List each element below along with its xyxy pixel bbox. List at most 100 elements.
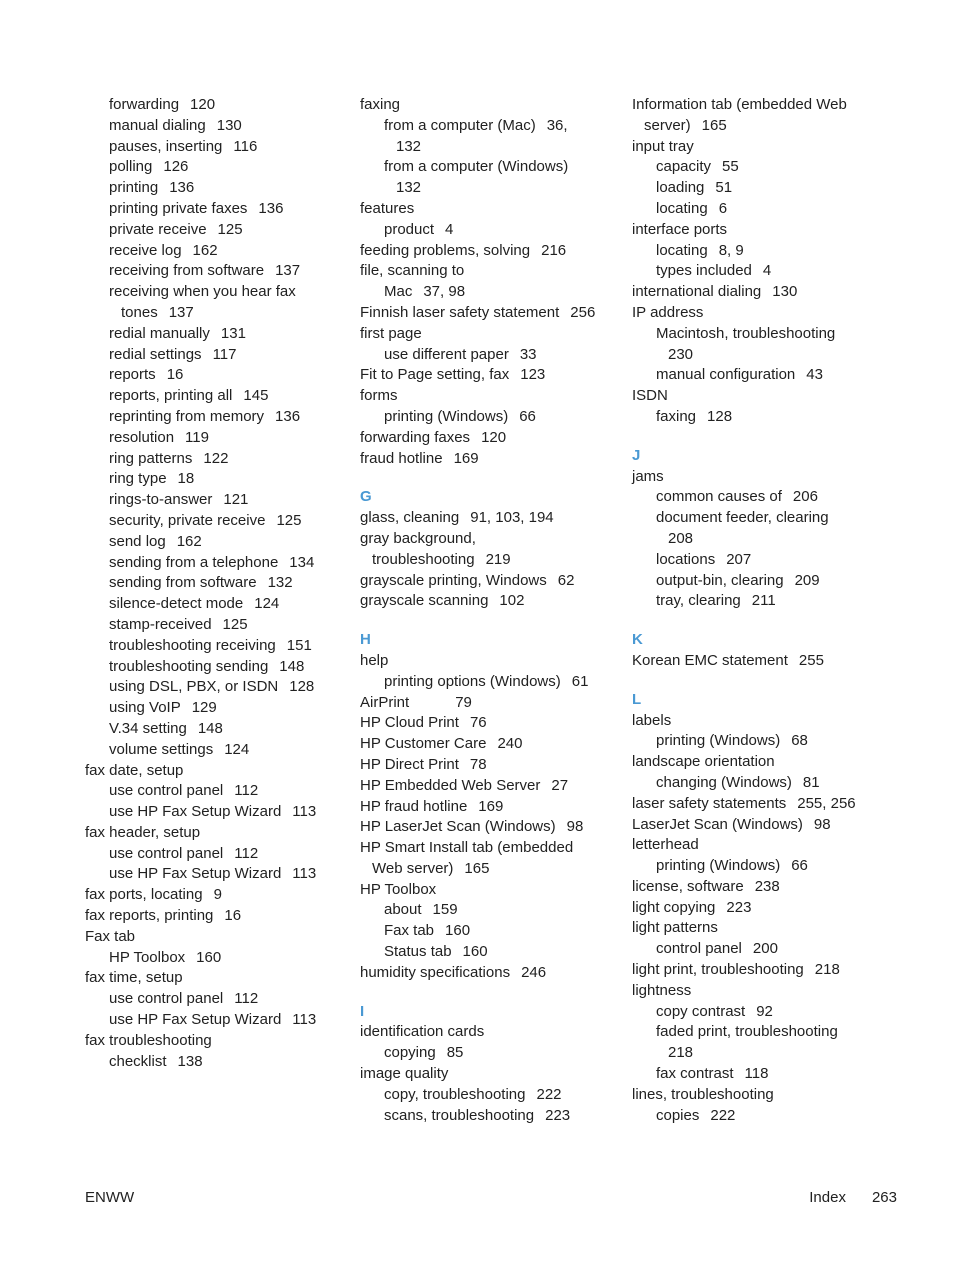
index-entry-label: use HP Fax Setup Wizard	[109, 1011, 282, 1029]
index-entry: from a computer (Mac) 36,	[360, 116, 632, 137]
index-entry-label: V.34 setting	[109, 719, 187, 737]
index-entry-label: receiving when you hear fax	[109, 283, 296, 301]
index-entry-pages: 137	[168, 303, 194, 321]
index-entry: copies 222	[632, 1106, 912, 1127]
index-entry-pages: 129	[191, 699, 217, 717]
index-entry-pages: 145	[243, 387, 269, 405]
index-entry-label: laser safety statements	[632, 794, 787, 812]
index-entry-label: glass, cleaning	[360, 509, 460, 527]
index-entry: HP LaserJet Scan (Windows) 98	[360, 817, 632, 838]
index-entry: tones 137	[85, 303, 360, 324]
index-entry-pages: 159	[432, 901, 458, 919]
index-entry-pages: 4	[762, 262, 772, 280]
index-entry-label: grayscale printing, Windows	[360, 571, 547, 589]
index-entry: fax date, setup	[85, 761, 360, 782]
index-entry: faded print, troubleshooting	[632, 1022, 912, 1043]
index-entry-label: file, scanning to	[360, 262, 465, 280]
index-entry-label: rings-to-answer	[109, 491, 213, 509]
index-entry: file, scanning to	[360, 261, 632, 282]
index-entry-pages: 91, 103, 194	[470, 509, 554, 527]
index-entry: 132	[360, 137, 632, 158]
index-entry-label: receiving from software	[109, 262, 265, 280]
index-entry-label: resolution	[109, 428, 175, 446]
index-entry: control panel 200	[632, 939, 912, 960]
index-entry: faxing 128	[632, 407, 912, 428]
index-entry-pages: 128	[707, 407, 733, 425]
section-heading-j: J	[632, 446, 641, 464]
index-entry-pages: 8, 9	[718, 241, 744, 259]
index-entry-pages: 136	[169, 179, 195, 197]
index-entry-label: using VoIP	[109, 699, 181, 717]
index-entry-pages: 136	[275, 407, 301, 425]
index-entry: IP address	[632, 303, 912, 324]
index-entry-label: use control panel	[109, 782, 224, 800]
index-entry: about 159	[360, 900, 632, 921]
index-entry-label: help	[360, 651, 389, 669]
index-entry-pages: 123	[520, 366, 546, 384]
index-entry: redial settings 117	[85, 345, 360, 366]
index-entry: Mac 37, 98	[360, 282, 632, 303]
index-entry-pages: 169	[453, 449, 479, 467]
index-entry-pages: 216	[541, 241, 567, 259]
index-entry-label: printing private faxes	[109, 199, 248, 217]
index-entry: fax contrast 118	[632, 1064, 912, 1085]
index-entry: changing (Windows) 81	[632, 773, 912, 794]
index-entry-label: fax header, setup	[85, 823, 201, 841]
index-entry-label: tones	[121, 303, 158, 321]
index-entry-label: checklist	[109, 1052, 167, 1070]
index-entry: stamp-received 125	[85, 615, 360, 636]
index-entry-label: manual configuration	[656, 366, 796, 384]
index-entry-pages: 117	[212, 345, 237, 363]
index-entry-label: landscape orientation	[632, 753, 775, 771]
footer-section-label: Index	[809, 1189, 846, 1206]
index-entry-pages: 162	[192, 241, 218, 259]
index-entry-label: reprinting from memory	[109, 407, 265, 425]
index-entry-pages: 66	[519, 407, 536, 425]
index-entry-pages: 132	[267, 574, 293, 592]
index-entry-label: sending from a telephone	[109, 553, 279, 571]
index-entry-label: lines, troubleshooting	[632, 1085, 774, 1103]
index-entry: locations 207	[632, 550, 912, 571]
index-entry-pages: 256	[570, 303, 596, 321]
index-entry-pages: 61	[571, 672, 589, 690]
index-entry-label: Web server)	[372, 859, 454, 877]
index-entry-pages: 255, 256	[797, 794, 856, 812]
index-entry-pages: 81	[802, 773, 820, 791]
index-entry: volume settings 124	[85, 740, 360, 761]
index-entry: interface ports	[632, 220, 912, 241]
index-entry: light copying 223	[632, 898, 912, 919]
index-entry-pages: 33	[519, 345, 537, 363]
index-column-1: forwarding 120 manual dialing 130 pauses, in…	[85, 95, 360, 1126]
index-entry-label: light patterns	[632, 919, 718, 937]
index-entry: output-bin, clearing 209	[632, 571, 912, 592]
index-entry-label: Status tab	[384, 943, 452, 961]
index-entry-label: types included	[656, 262, 752, 280]
index-entry-pages: 98	[566, 818, 584, 836]
section-heading-k: K	[632, 631, 643, 649]
index-entry-label: locating	[656, 241, 708, 259]
index-entry-pages: 207	[726, 550, 752, 568]
index-entry-pages: 55	[722, 158, 739, 176]
index-entry: locating 6	[632, 199, 912, 220]
index-entry-label: from a computer (Windows)	[384, 158, 569, 176]
index-entry-label: light print, troubleshooting	[632, 961, 804, 979]
index-entry-label: 132	[396, 179, 422, 197]
index-entry-label: HP Toolbox	[109, 948, 186, 966]
index-entry-pages: 6	[718, 199, 728, 217]
index-entry-label: feeding problems, solving	[360, 241, 531, 259]
index-entry-pages: 116	[233, 137, 258, 155]
index-entry: security, private receive 125	[85, 511, 360, 532]
index-entry: letterhead	[632, 835, 912, 856]
index-entry-label: private receive	[109, 220, 207, 238]
index-entry-pages: 68	[791, 732, 808, 750]
index-entry-label: 230	[668, 345, 694, 363]
index-entry: jams	[632, 467, 912, 488]
index-entry-pages: 222	[710, 1106, 736, 1124]
index-content: forwarding 120 manual dialing 130 pauses, in…	[85, 95, 914, 1126]
index-entry-label: fax ports, locating	[85, 886, 203, 904]
index-entry-pages: 79	[455, 693, 472, 711]
index-entry-pages: 128	[289, 678, 315, 696]
index-entry: Fax tab	[85, 927, 360, 948]
index-entry: forms	[360, 386, 632, 407]
index-entry-label: HP LaserJet Scan (Windows)	[360, 818, 556, 836]
